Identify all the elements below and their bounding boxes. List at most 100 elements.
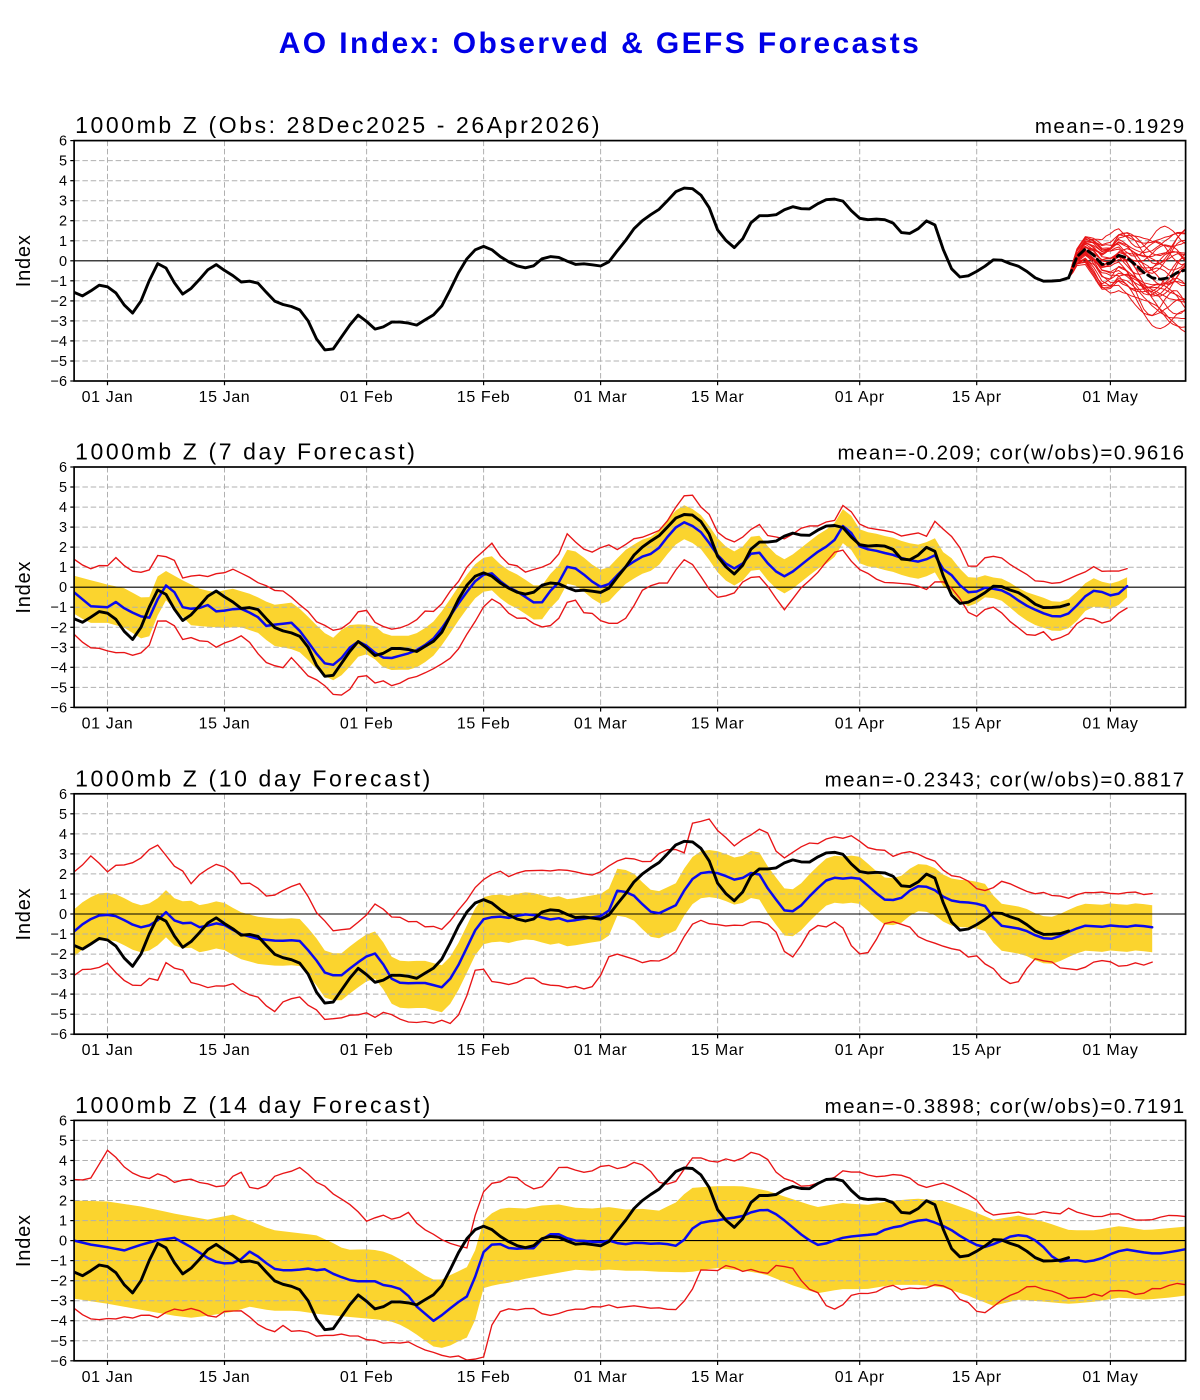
svg-text:4: 4 bbox=[59, 827, 67, 843]
svg-text:−3: −3 bbox=[51, 1294, 68, 1310]
svg-text:−5: −5 bbox=[51, 354, 68, 370]
svg-text:15 Feb: 15 Feb bbox=[457, 715, 510, 732]
svg-text:AO Index: Observed & GEFS Fore: AO Index: Observed & GEFS Forecasts bbox=[279, 27, 922, 60]
svg-text:01 May: 01 May bbox=[1082, 1042, 1138, 1059]
svg-text:01 Mar: 01 Mar bbox=[574, 1369, 627, 1386]
svg-text:15 Mar: 15 Mar bbox=[691, 715, 744, 732]
svg-text:01 May: 01 May bbox=[1082, 715, 1138, 732]
svg-text:5: 5 bbox=[59, 807, 67, 823]
svg-text:01 Mar: 01 Mar bbox=[574, 1042, 627, 1059]
svg-text:5: 5 bbox=[59, 1133, 67, 1149]
svg-text:15 Feb: 15 Feb bbox=[457, 1042, 510, 1059]
svg-text:Index: Index bbox=[13, 234, 35, 287]
svg-text:1: 1 bbox=[59, 560, 67, 576]
svg-text:4: 4 bbox=[59, 174, 67, 190]
svg-text:−6: −6 bbox=[51, 374, 68, 390]
svg-text:−5: −5 bbox=[51, 1334, 68, 1350]
svg-text:−2: −2 bbox=[51, 1274, 68, 1290]
svg-text:0: 0 bbox=[59, 907, 67, 923]
svg-text:1000mb Z (14 day Forecast): 1000mb Z (14 day Forecast) bbox=[75, 1092, 433, 1118]
svg-text:−2: −2 bbox=[51, 620, 68, 636]
svg-text:1000mb Z (7 day Forecast): 1000mb Z (7 day Forecast) bbox=[75, 439, 417, 465]
svg-text:01 Apr: 01 Apr bbox=[835, 1369, 885, 1386]
svg-text:2: 2 bbox=[59, 540, 67, 556]
svg-text:mean=-0.2343; cor(w/obs)=0.881: mean=-0.2343; cor(w/obs)=0.8817 bbox=[825, 768, 1186, 791]
svg-text:mean=-0.1929: mean=-0.1929 bbox=[1035, 115, 1186, 138]
svg-text:mean=-0.3898; cor(w/obs)=0.719: mean=-0.3898; cor(w/obs)=0.7191 bbox=[825, 1095, 1186, 1118]
svg-text:2: 2 bbox=[59, 867, 67, 883]
svg-text:01 Jan: 01 Jan bbox=[82, 389, 134, 406]
svg-text:−4: −4 bbox=[51, 660, 68, 676]
svg-text:2: 2 bbox=[59, 214, 67, 230]
svg-text:01 Mar: 01 Mar bbox=[574, 715, 627, 732]
svg-text:−5: −5 bbox=[51, 1007, 68, 1023]
svg-text:−2: −2 bbox=[51, 947, 68, 963]
svg-text:15 Feb: 15 Feb bbox=[457, 1369, 510, 1386]
svg-text:01 May: 01 May bbox=[1082, 389, 1138, 406]
svg-text:2: 2 bbox=[59, 1194, 67, 1210]
svg-text:01 Feb: 01 Feb bbox=[340, 389, 393, 406]
svg-text:3: 3 bbox=[59, 1174, 67, 1190]
svg-text:−2: −2 bbox=[51, 294, 68, 310]
svg-text:01 Feb: 01 Feb bbox=[340, 1042, 393, 1059]
svg-text:01 Mar: 01 Mar bbox=[574, 389, 627, 406]
svg-text:mean=-0.209; cor(w/obs)=0.9616: mean=-0.209; cor(w/obs)=0.9616 bbox=[837, 442, 1185, 465]
svg-text:01 Apr: 01 Apr bbox=[835, 1042, 885, 1059]
svg-text:01 Jan: 01 Jan bbox=[82, 1369, 134, 1386]
svg-text:15 Jan: 15 Jan bbox=[199, 715, 251, 732]
svg-text:01 Jan: 01 Jan bbox=[82, 1042, 134, 1059]
svg-text:−4: −4 bbox=[51, 987, 68, 1003]
svg-text:01 Apr: 01 Apr bbox=[835, 389, 885, 406]
svg-text:5: 5 bbox=[59, 154, 67, 170]
svg-text:Index: Index bbox=[13, 561, 35, 614]
svg-text:01 May: 01 May bbox=[1082, 1369, 1138, 1386]
svg-text:−4: −4 bbox=[51, 1314, 68, 1330]
svg-text:0: 0 bbox=[59, 580, 67, 596]
svg-text:−3: −3 bbox=[51, 314, 68, 330]
svg-text:3: 3 bbox=[59, 847, 67, 863]
svg-text:−3: −3 bbox=[51, 967, 68, 983]
svg-text:0: 0 bbox=[59, 254, 67, 270]
svg-text:1000mb Z (Obs: 28Dec2025 - 26A: 1000mb Z (Obs: 28Dec2025 - 26Apr2026) bbox=[75, 112, 602, 138]
svg-text:15 Apr: 15 Apr bbox=[952, 1042, 1002, 1059]
svg-text:6: 6 bbox=[59, 1113, 67, 1129]
svg-text:6: 6 bbox=[59, 460, 67, 476]
svg-text:Index: Index bbox=[13, 1214, 35, 1267]
svg-text:−4: −4 bbox=[51, 334, 68, 350]
svg-text:15 Jan: 15 Jan bbox=[199, 1042, 251, 1059]
svg-text:15 Feb: 15 Feb bbox=[457, 389, 510, 406]
svg-text:6: 6 bbox=[59, 134, 67, 150]
svg-text:15 Apr: 15 Apr bbox=[952, 389, 1002, 406]
svg-text:15 Jan: 15 Jan bbox=[199, 1369, 251, 1386]
svg-text:−5: −5 bbox=[51, 680, 68, 696]
svg-text:3: 3 bbox=[59, 194, 67, 210]
svg-text:−6: −6 bbox=[51, 1354, 68, 1370]
svg-text:3: 3 bbox=[59, 520, 67, 536]
svg-text:15 Jan: 15 Jan bbox=[199, 389, 251, 406]
svg-text:−1: −1 bbox=[51, 274, 68, 290]
svg-text:−1: −1 bbox=[51, 600, 68, 616]
svg-text:−3: −3 bbox=[51, 640, 68, 656]
svg-text:15 Mar: 15 Mar bbox=[691, 1369, 744, 1386]
svg-text:Index: Index bbox=[13, 888, 35, 941]
svg-text:01 Feb: 01 Feb bbox=[340, 715, 393, 732]
svg-text:0: 0 bbox=[59, 1234, 67, 1250]
svg-text:01 Apr: 01 Apr bbox=[835, 715, 885, 732]
svg-text:15 Apr: 15 Apr bbox=[952, 1369, 1002, 1386]
svg-text:−6: −6 bbox=[51, 1027, 68, 1043]
svg-text:15 Mar: 15 Mar bbox=[691, 389, 744, 406]
svg-text:−1: −1 bbox=[51, 1254, 68, 1270]
svg-text:01 Jan: 01 Jan bbox=[82, 715, 134, 732]
svg-text:1: 1 bbox=[59, 1214, 67, 1230]
svg-text:4: 4 bbox=[59, 500, 67, 516]
svg-text:15 Mar: 15 Mar bbox=[691, 1042, 744, 1059]
svg-text:6: 6 bbox=[59, 787, 67, 803]
svg-text:4: 4 bbox=[59, 1154, 67, 1170]
svg-text:−6: −6 bbox=[51, 700, 68, 716]
svg-text:1: 1 bbox=[59, 887, 67, 903]
svg-text:−1: −1 bbox=[51, 927, 68, 943]
svg-text:01 Feb: 01 Feb bbox=[340, 1369, 393, 1386]
svg-text:5: 5 bbox=[59, 480, 67, 496]
svg-text:1: 1 bbox=[59, 234, 67, 250]
svg-text:15 Apr: 15 Apr bbox=[952, 715, 1002, 732]
